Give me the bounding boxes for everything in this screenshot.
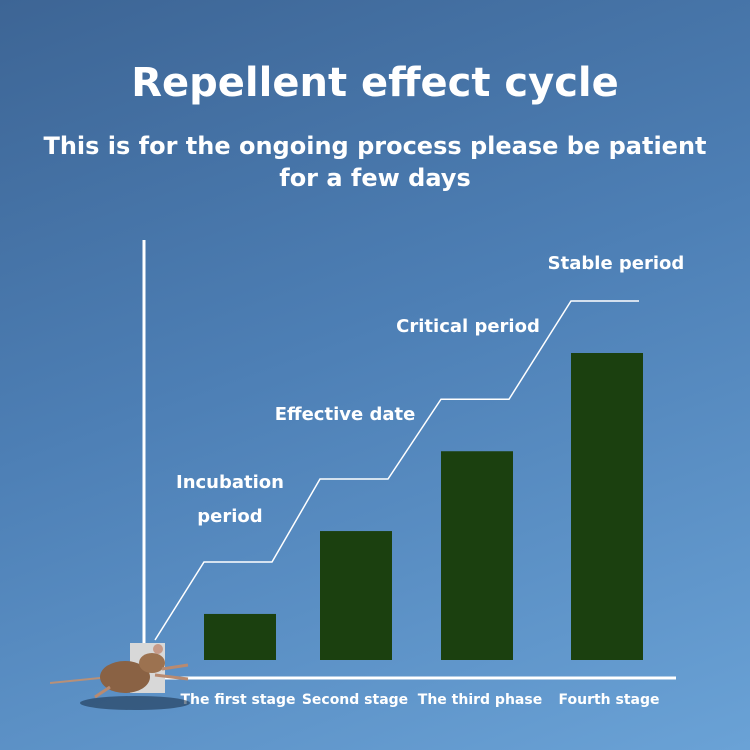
chart-subtitle: This is for the ongoing process please b… bbox=[43, 132, 707, 192]
stage-label: Critical period bbox=[396, 316, 540, 337]
stage-label: Stable period bbox=[548, 253, 685, 274]
stage-label: Effective date bbox=[275, 404, 416, 425]
stage-label: Incubation bbox=[176, 472, 284, 493]
bar bbox=[571, 353, 643, 660]
bar bbox=[320, 531, 392, 660]
x-tick-label: Fourth stage bbox=[558, 692, 659, 708]
x-tick-label: The first stage bbox=[180, 692, 295, 708]
bar bbox=[204, 613, 276, 660]
bar bbox=[441, 451, 513, 660]
x-tick-label: The third phase bbox=[418, 692, 542, 708]
stage-label: period bbox=[197, 506, 262, 527]
x-tick-label: Second stage bbox=[302, 692, 408, 708]
chart-title: Repellent effect cycle bbox=[131, 60, 619, 106]
step-line bbox=[154, 300, 639, 641]
mouse-image bbox=[50, 643, 190, 710]
